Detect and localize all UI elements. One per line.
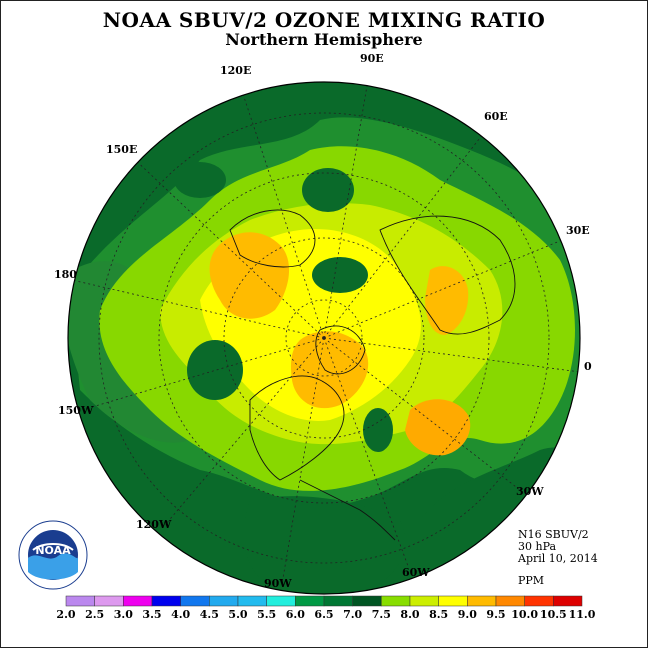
lon-label-30W: 30W [516, 485, 544, 498]
ozone-low-south [243, 496, 406, 594]
ozone-region-orange-3 [405, 399, 471, 456]
meridian-90E [323, 82, 369, 339]
lon-label-150W: 150W [58, 404, 94, 417]
meridian-30W [323, 337, 521, 491]
colorbar-swatch [237, 595, 267, 607]
colorbar-swatch [323, 595, 353, 607]
noaa-logo-text: NOAA [35, 544, 71, 557]
lon-label-60W: 60W [402, 566, 430, 579]
colorbar-tick-label: 9.5 [486, 608, 506, 621]
latitude-circle-40 [158, 172, 490, 504]
colorbar-swatch [524, 595, 554, 607]
colorbar-swatch [266, 595, 296, 607]
units-label: PPM [518, 574, 545, 587]
lon-label-120W: 120W [136, 518, 172, 531]
meridian-0 [323, 337, 580, 373]
colorbar-tick-label: 9.0 [457, 608, 477, 621]
colorbar-tick-label: 4.0 [171, 608, 191, 621]
colorbar-tick-label: 2.0 [56, 608, 76, 621]
colorbar-swatch [467, 595, 497, 607]
colorbar-tick-label: 8.0 [400, 608, 420, 621]
date-label: April 10, 2014 [518, 552, 598, 565]
colorbar-tick-label: 10.5 [539, 608, 567, 621]
colorbar-swatch [381, 595, 411, 607]
lon-label-120E: 120E [220, 64, 252, 77]
colorbar-tick-label: 7.0 [343, 608, 363, 621]
ozone-low-pacific [187, 340, 243, 400]
coastline-greenland [315, 325, 366, 375]
latitude-circle-80 [285, 299, 363, 377]
latitude-circle-60 [223, 237, 425, 439]
lon-label-0: 0 [584, 360, 592, 373]
colorbar [65, 595, 583, 607]
ozone-low-asia [174, 162, 226, 198]
lon-label-60E: 60E [484, 110, 508, 123]
lon-label-90W: 90W [264, 577, 292, 590]
meridian-60W [323, 337, 409, 567]
meridian-180 [71, 279, 325, 339]
colorbar-tick-label: 2.5 [85, 608, 105, 621]
map-subtitle: Northern Hemisphere [225, 30, 423, 49]
colorbar-swatch [295, 595, 325, 607]
colorbar-swatch [94, 595, 124, 607]
colorbar-tick-label: 7.5 [371, 608, 391, 621]
instrument-label: N16 SBUV/2 [518, 528, 589, 541]
ozone-region-orange-4 [425, 266, 469, 335]
coastline-central-america [299, 479, 396, 541]
colorbar-swatch [123, 595, 153, 607]
coastline-eurasia [379, 215, 516, 335]
graticule [71, 82, 580, 585]
colorbar-tick-label: 6.0 [285, 608, 305, 621]
colorbar-swatch [180, 595, 210, 607]
ozone-region-orange-1 [209, 232, 290, 319]
colorbar-swatch [151, 595, 181, 607]
lon-label-30E: 30E [566, 224, 590, 237]
map-title: NOAA SBUV/2 OZONE MIXING RATIO [102, 8, 546, 32]
lon-label-90E: 90E [360, 52, 384, 65]
ozone-region-orange-2 [290, 331, 369, 409]
meridian-60E [323, 124, 491, 339]
colorbar-tick-label: 6.5 [314, 608, 334, 621]
colorbar-swatch [65, 595, 95, 607]
colorbar-swatch [553, 595, 583, 607]
ozone-low-siberia [302, 168, 354, 212]
noaa-logo: NOAA [18, 520, 88, 590]
colorbar-tick-label: 3.0 [113, 608, 133, 621]
meridian-150W [81, 337, 325, 411]
ozone-low-arctic [312, 257, 368, 293]
colorbar-swatch [209, 595, 239, 607]
pressure-level-label: 30 hPa [518, 540, 557, 553]
colorbar-tick-label: 5.5 [257, 608, 277, 621]
colorbar-swatch [409, 595, 439, 607]
coastlines [229, 209, 516, 541]
lon-label-180: 180 [54, 268, 77, 281]
colorbar-swatch [438, 595, 468, 607]
colorbar-swatch [352, 595, 382, 607]
colorbar-tick-label: 10.0 [511, 608, 539, 621]
latitude-circle-20 [98, 112, 550, 564]
ozone-low-atlantic [363, 408, 393, 452]
meridian-120W [164, 337, 325, 526]
map-boundary [67, 81, 581, 595]
colorbar-tick-label: 3.5 [142, 608, 162, 621]
colorbar-tick-label: 5.0 [228, 608, 248, 621]
colorbar-swatch [495, 595, 525, 607]
coastline-asia-east [229, 209, 316, 268]
colorbar-tick-label: 11.0 [568, 608, 596, 621]
coastline-north-america [249, 375, 345, 481]
colorbar-tick-label: 8.5 [429, 608, 449, 621]
colorbar-tick-label: 4.5 [199, 608, 219, 621]
lon-label-150E: 150E [106, 143, 138, 156]
